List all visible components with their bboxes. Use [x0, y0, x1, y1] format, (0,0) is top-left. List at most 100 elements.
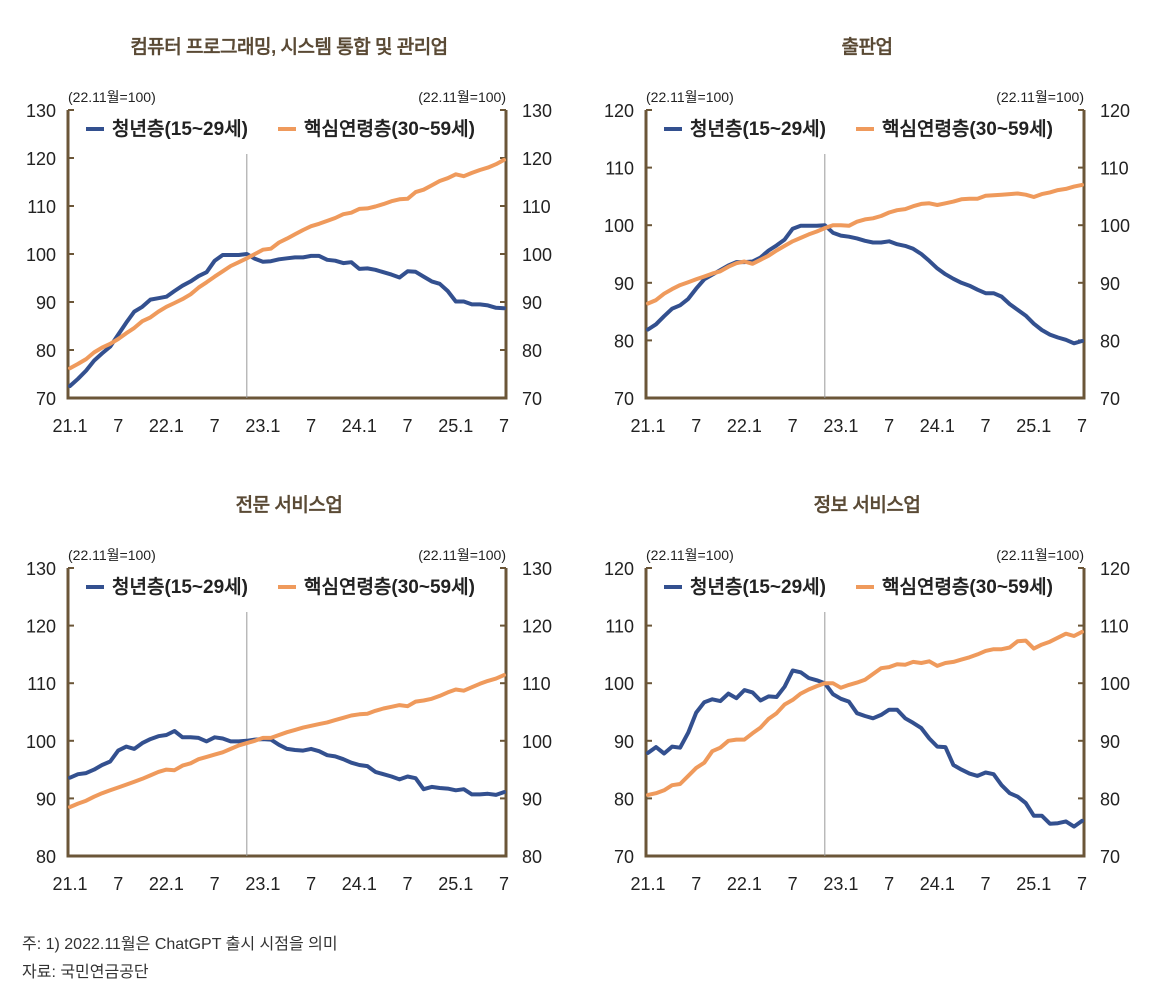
- unit-label-left: (22.11월=100): [68, 547, 156, 563]
- y-tick-label-right: 130: [522, 101, 552, 121]
- y-tick-label-right: 90: [522, 293, 542, 313]
- x-tick-label: 7: [306, 416, 316, 436]
- x-tick-label: 7: [403, 874, 413, 894]
- x-tick-label: 25.1: [1016, 416, 1051, 436]
- y-tick-label-right: 90: [1100, 732, 1120, 752]
- y-tick-label-left: 110: [605, 159, 634, 179]
- series-line-core: [68, 673, 506, 809]
- unit-label-right: (22.11월=100): [418, 89, 506, 105]
- y-tick-label-left: 110: [605, 617, 634, 637]
- y-tick-label-right: 120: [522, 149, 552, 169]
- x-tick-label: 23.1: [245, 416, 280, 436]
- y-tick-label-left: 90: [614, 274, 634, 294]
- y-tick-label-left: 90: [36, 293, 56, 313]
- y-tick-label-right: 110: [522, 674, 551, 694]
- x-tick-label: 7: [788, 416, 798, 436]
- y-tick-label-left: 80: [36, 341, 56, 361]
- chart-svg: 70 70 80 80 90 90 100 100 110 110 120 120 21.1 7 22.1 7…: [604, 547, 1130, 894]
- y-tick-label-right: 100: [522, 732, 552, 752]
- x-tick-label: 7: [210, 416, 220, 436]
- legend-label-youth: 청년층(15~29세): [690, 576, 826, 598]
- legend-label-youth: 청년층(15~29세): [112, 576, 248, 598]
- chart-title: 컴퓨터 프로그래밍, 시스템 통합 및 관리업: [130, 37, 448, 58]
- x-tick-label: 22.1: [727, 416, 762, 436]
- x-tick-label: 21.1: [630, 874, 665, 894]
- chart-panel-3: 정보 서비스업 70 70 80 80 90 90 100 100 110 110 120 120 21…: [578, 458, 1156, 918]
- y-tick-label-left: 100: [604, 674, 634, 694]
- unit-label-left: (22.11월=100): [646, 547, 734, 563]
- chart-title: 전문 서비스업: [235, 495, 343, 516]
- y-tick-label-left: 100: [26, 245, 56, 265]
- y-tick-label-left: 120: [604, 559, 634, 579]
- series-line-core: [68, 157, 506, 371]
- x-tick-label: 7: [306, 874, 316, 894]
- x-tick-label: 23.1: [823, 416, 858, 436]
- y-tick-label-right: 90: [1100, 274, 1120, 294]
- legend-label-core: 핵심연령층(30~59세): [304, 118, 475, 140]
- y-tick-label-left: 120: [604, 101, 634, 121]
- chart-svg: 70 70 80 80 90 90 100 100 110 110 120 120 130 130 21.1…: [26, 89, 552, 436]
- y-tick-label-right: 100: [522, 245, 552, 265]
- x-tick-label: 7: [981, 416, 991, 436]
- x-tick-label: 7: [1077, 874, 1087, 894]
- x-tick-label: 7: [210, 874, 220, 894]
- y-tick-label-right: 70: [1100, 389, 1120, 409]
- unit-label-left: (22.11월=100): [646, 89, 734, 105]
- series-line-core: [646, 629, 1084, 797]
- chart-svg: 70 70 80 80 90 90 100 100 110 110 120 120 21.1 7 22.1 7…: [604, 89, 1130, 436]
- x-tick-label: 7: [499, 416, 509, 436]
- x-tick-label: 21.1: [52, 416, 87, 436]
- x-tick-label: 24.1: [920, 416, 955, 436]
- chart-title: 정보 서비스업: [813, 495, 921, 516]
- footnote-source: 자료: 국민연금공단: [22, 964, 149, 981]
- x-tick-label: 25.1: [438, 874, 473, 894]
- y-tick-label-right: 80: [1100, 331, 1120, 351]
- y-tick-label-right: 80: [522, 341, 542, 361]
- series-line-youth: [646, 668, 1084, 829]
- y-tick-label-right: 110: [522, 197, 551, 217]
- y-tick-label-right: 110: [1100, 159, 1129, 179]
- x-tick-label: 24.1: [920, 874, 955, 894]
- x-tick-label: 7: [113, 874, 123, 894]
- legend-label-core: 핵심연령층(30~59세): [882, 118, 1053, 140]
- x-tick-label: 7: [1077, 416, 1087, 436]
- y-tick-label-right: 70: [522, 389, 542, 409]
- x-tick-label: 7: [691, 874, 701, 894]
- y-tick-label-right: 110: [1100, 617, 1129, 637]
- chart-panel-2: 전문 서비스업 80 80 90 90 100 100 110 110 120 120 130 130…: [0, 458, 578, 918]
- x-tick-label: 24.1: [342, 874, 377, 894]
- series-line-core: [646, 182, 1084, 306]
- legend-label-youth: 청년층(15~29세): [112, 118, 248, 140]
- unit-label-right: (22.11월=100): [996, 89, 1084, 105]
- x-tick-label: 25.1: [438, 416, 473, 436]
- x-tick-label: 22.1: [149, 416, 184, 436]
- x-tick-label: 22.1: [727, 874, 762, 894]
- x-tick-label: 21.1: [630, 416, 665, 436]
- y-tick-label-left: 130: [26, 101, 56, 121]
- unit-label-left: (22.11월=100): [68, 89, 156, 105]
- series-line-youth: [68, 252, 506, 388]
- legend-label-core: 핵심연령층(30~59세): [882, 576, 1053, 598]
- y-tick-label-left: 100: [604, 216, 634, 236]
- y-tick-label-left: 120: [26, 149, 56, 169]
- y-tick-label-left: 70: [36, 389, 56, 409]
- y-tick-label-left: 70: [614, 389, 634, 409]
- chart-svg: 80 80 90 90 100 100 110 110 120 120 130 130 21.1 7 22.…: [26, 547, 552, 894]
- y-tick-label-left: 80: [614, 789, 634, 809]
- x-tick-label: 24.1: [342, 416, 377, 436]
- x-tick-label: 7: [884, 416, 894, 436]
- y-tick-label-right: 80: [1100, 789, 1120, 809]
- y-tick-label-right: 80: [522, 847, 542, 867]
- unit-label-right: (22.11월=100): [418, 547, 506, 563]
- x-tick-label: 23.1: [823, 874, 858, 894]
- series-line-youth: [68, 729, 506, 797]
- y-tick-label-right: 130: [522, 559, 552, 579]
- x-tick-label: 25.1: [1016, 874, 1051, 894]
- y-tick-label-left: 70: [614, 847, 634, 867]
- unit-label-right: (22.11월=100): [996, 547, 1084, 563]
- chart-title: 출판업: [841, 37, 893, 58]
- y-tick-label-left: 130: [26, 559, 56, 579]
- y-tick-label-right: 100: [1100, 216, 1130, 236]
- y-tick-label-left: 80: [614, 331, 634, 351]
- y-tick-label-left: 90: [614, 732, 634, 752]
